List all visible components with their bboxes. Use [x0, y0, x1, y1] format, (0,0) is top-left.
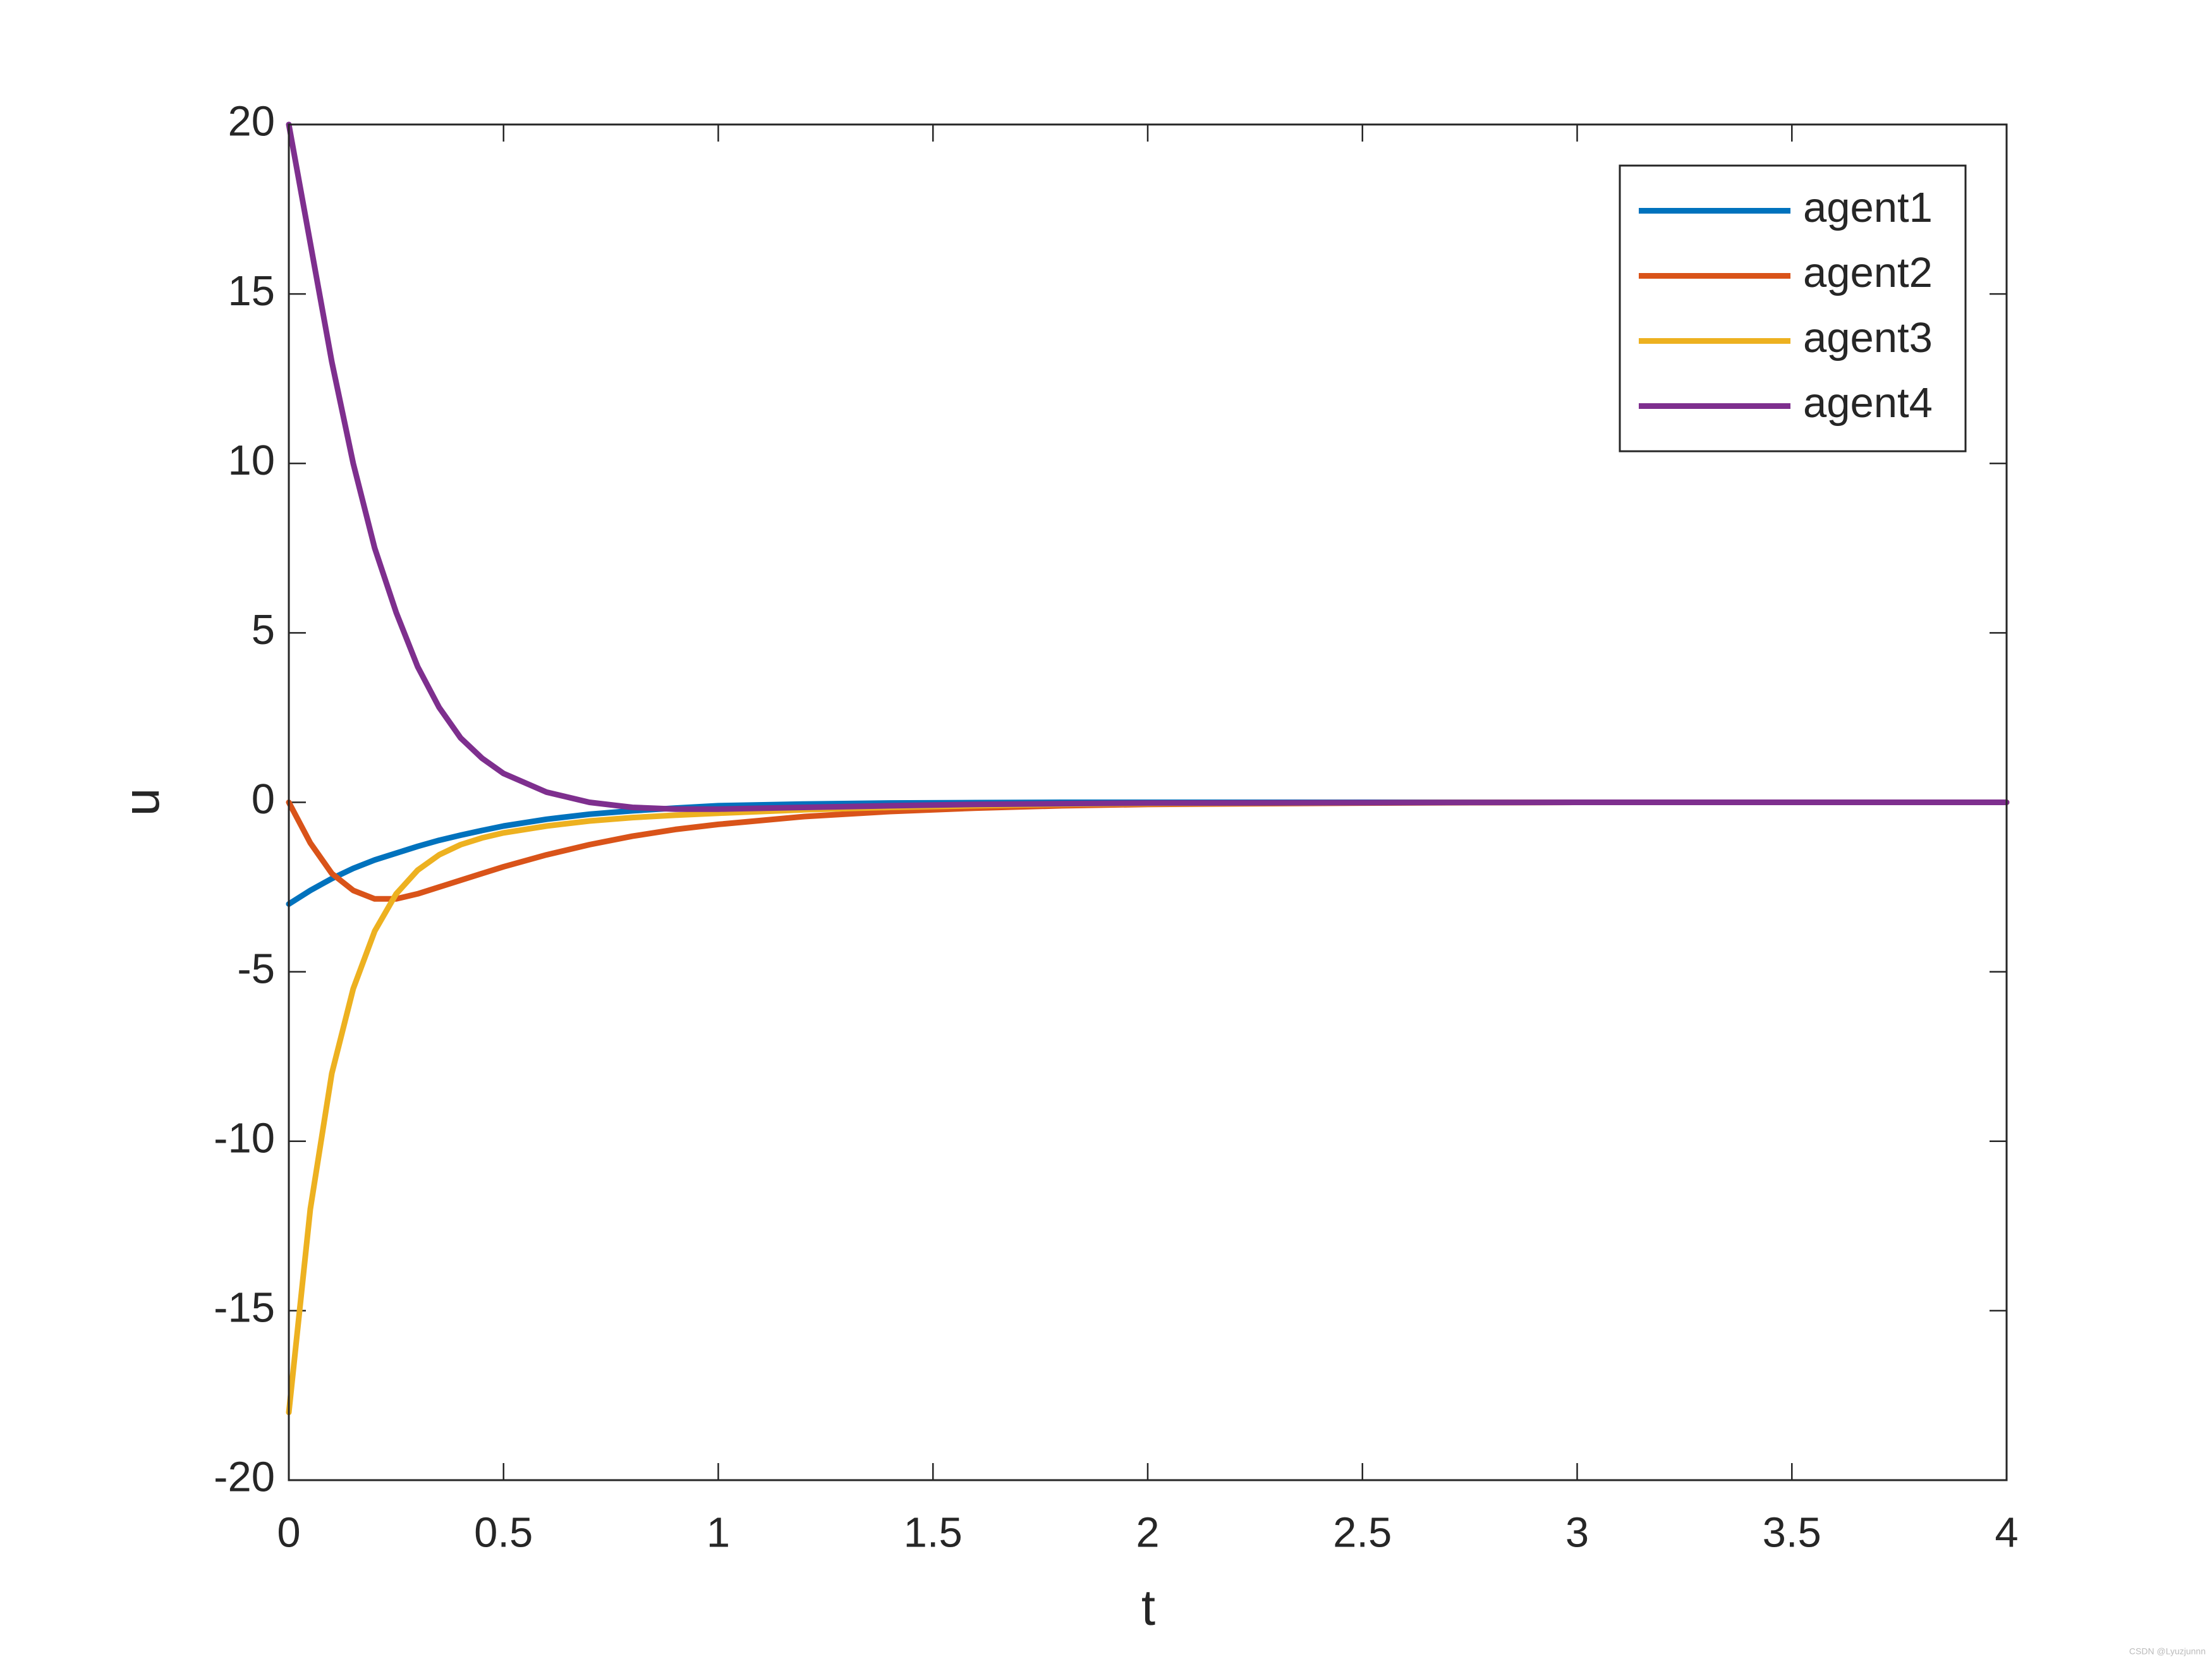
x-tick-label: 0.5	[474, 1509, 533, 1557]
legend-label: agent1	[1803, 184, 1933, 231]
y-tick-label: 5	[252, 606, 275, 653]
x-tick-label: 1.5	[904, 1509, 963, 1557]
x-tick-label: 3.5	[1763, 1509, 1821, 1557]
x-axis-label: t	[1141, 1579, 1155, 1636]
plot-frame	[288, 123, 2008, 1481]
y-tick-label: 15	[228, 267, 275, 315]
x-tick-label: 4	[1995, 1509, 2018, 1557]
legend-label: agent2	[1803, 249, 1933, 296]
y-axis-label: u	[113, 788, 169, 817]
x-tick-label: 3	[1565, 1509, 1589, 1557]
x-tick-label: 1	[707, 1509, 730, 1557]
y-tick-label: -10	[214, 1114, 275, 1162]
x-tick-label: 2.5	[1333, 1509, 1392, 1557]
x-tick-label: 2	[1136, 1509, 1159, 1557]
series-line	[286, 121, 2010, 812]
legend-label: agent3	[1803, 314, 1933, 362]
y-tick-label: 10	[228, 437, 275, 484]
y-tick-label: -15	[214, 1284, 275, 1332]
y-tick-label: 0	[252, 775, 275, 823]
legend-label: agent4	[1803, 379, 1933, 427]
y-tick-label: -5	[237, 945, 275, 992]
y-tick-label: 20	[228, 98, 275, 145]
x-tick-label: 0	[277, 1509, 300, 1557]
watermark: CSDN @Lyuzjunnn	[2129, 1646, 2206, 1656]
y-tick-label: -20	[214, 1454, 275, 1501]
